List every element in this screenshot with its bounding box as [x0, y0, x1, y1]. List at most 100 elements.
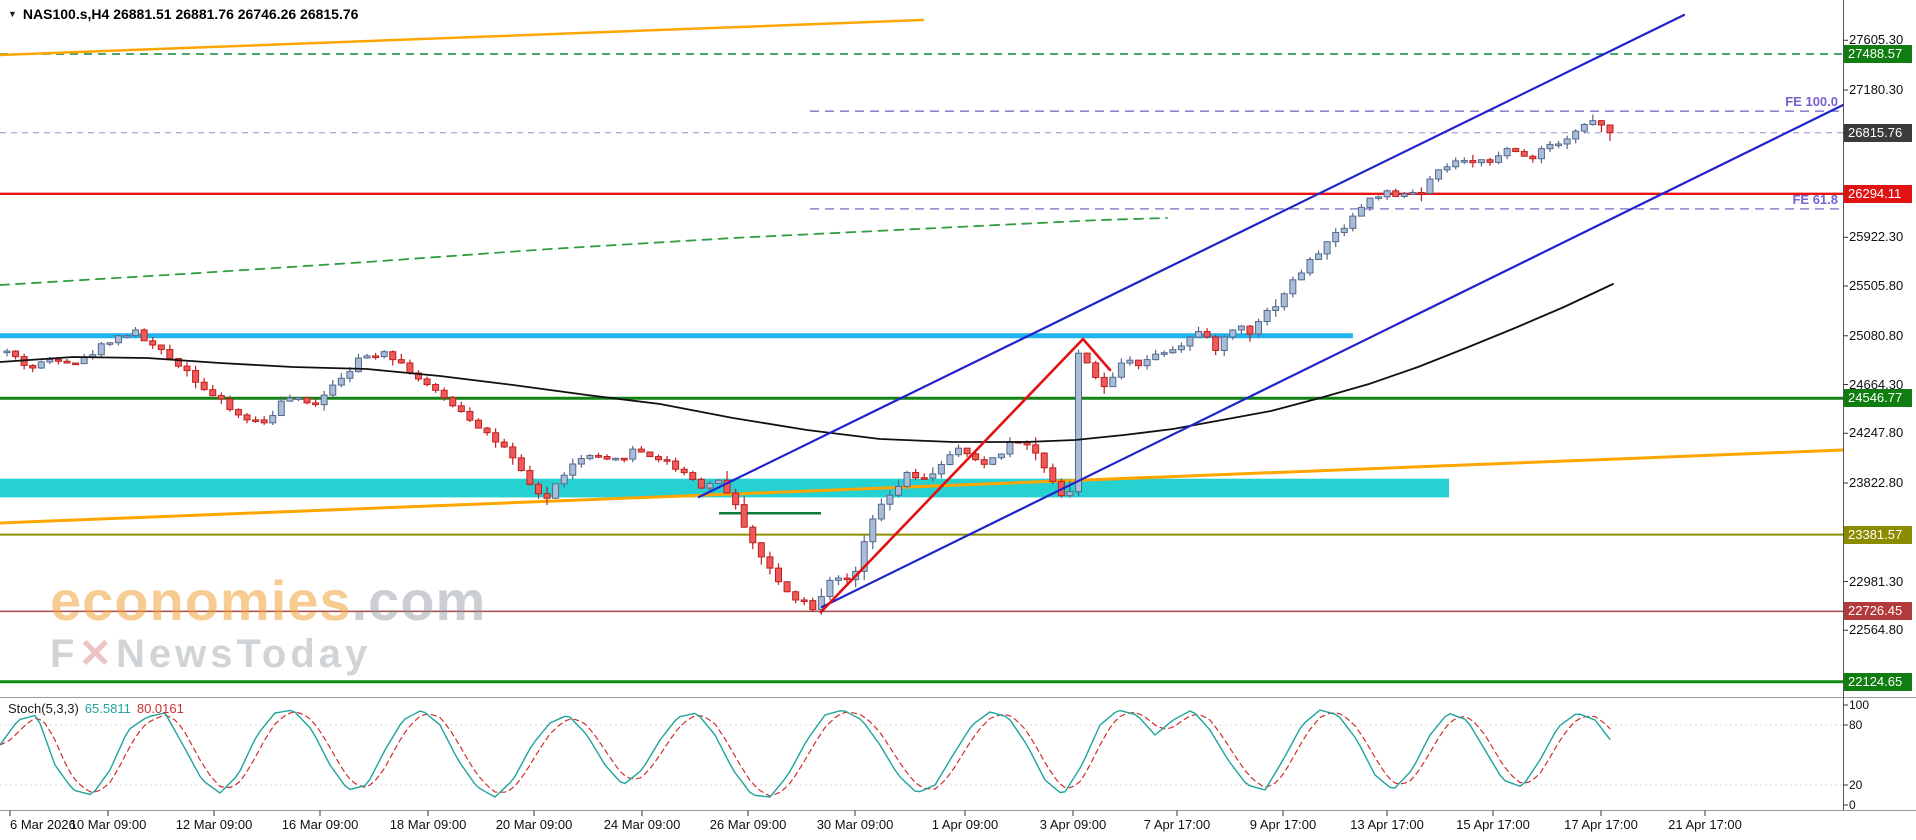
candle-body — [106, 342, 114, 345]
candle-body — [54, 358, 62, 362]
candle-body — [269, 415, 277, 424]
candle-body — [312, 402, 320, 406]
green-dashed-ma — [0, 217, 1168, 286]
candle-body — [457, 405, 465, 412]
candle-body — [783, 581, 791, 593]
candle-body — [1297, 272, 1305, 281]
candle-body — [577, 458, 585, 465]
candle-body — [594, 455, 602, 458]
candle-body — [1160, 352, 1168, 355]
candle-body — [1255, 321, 1263, 335]
candle-body — [766, 556, 774, 569]
candle-body — [260, 419, 268, 424]
candle-body — [1169, 349, 1177, 354]
candle-body — [1546, 143, 1554, 150]
candle-body — [877, 503, 885, 520]
candle-body — [1203, 331, 1211, 338]
candle-body — [920, 477, 928, 480]
candle-body — [1392, 190, 1400, 197]
candle-body — [1066, 491, 1074, 497]
candle-body — [586, 455, 594, 460]
candle-body — [3, 350, 11, 354]
candle-body — [1589, 120, 1597, 126]
candle-body — [989, 457, 997, 465]
candle-body — [492, 432, 500, 443]
blue-channel-lower — [820, 103, 1843, 609]
candle-body — [569, 463, 577, 476]
candle-body — [1409, 191, 1417, 195]
candle-body — [1323, 241, 1331, 255]
candle-body — [192, 370, 200, 383]
stoch-k-value: 65.5811 — [84, 701, 131, 716]
candle-body — [1212, 336, 1220, 351]
price-axis-label: 25922.30 — [1849, 229, 1904, 245]
candle-body — [320, 394, 328, 406]
candle-body — [1529, 155, 1537, 160]
candle-body — [389, 351, 397, 361]
candle-body — [723, 479, 731, 494]
candle-body — [12, 350, 20, 358]
chart-frame-layer — [0, 0, 1916, 816]
candle-body — [1366, 197, 1374, 208]
time-axis-label: 10 Mar 09:00 — [69, 817, 147, 832]
candle-body — [1486, 159, 1494, 163]
candle-body — [1083, 352, 1091, 364]
fib-expansion-618-label: FE 61.8 — [1792, 191, 1838, 207]
candle-body — [800, 599, 808, 603]
candle-body — [1126, 359, 1134, 364]
candle-body — [1220, 336, 1228, 351]
candle-body — [1503, 148, 1511, 157]
watermark-fx-x: ✕ — [78, 631, 116, 676]
time-axis-label: 24 Mar 09:00 — [603, 817, 681, 832]
price-axis-label: 23822.80 — [1849, 475, 1904, 491]
candle-body — [97, 343, 105, 356]
candle-body — [1109, 376, 1117, 388]
candle-body — [817, 596, 825, 611]
candle-body — [166, 349, 174, 359]
candle-body — [672, 460, 680, 470]
candle-body — [509, 446, 517, 459]
candle-body — [689, 472, 697, 480]
stoch-scale-label: 100 — [1849, 698, 1870, 712]
candle-body — [286, 397, 294, 402]
stoch-main-line — [0, 709, 1611, 798]
candle-body — [612, 457, 620, 461]
time-axis-label: 26 Mar 09:00 — [709, 817, 787, 832]
candle-body — [1006, 440, 1014, 455]
candle-body — [1340, 227, 1348, 234]
candle-body — [1443, 166, 1451, 171]
candle-body — [997, 453, 1005, 459]
symbol-dropdown-icon[interactable]: ▼ — [8, 9, 17, 19]
stoch-d-value: 80.0161 — [136, 701, 184, 716]
time-axis-label: 13 Apr 17:00 — [1350, 817, 1424, 832]
candle-body — [706, 483, 714, 489]
price-axis-label: 22564.80 — [1849, 622, 1904, 638]
candle-body — [637, 448, 645, 453]
candle-body — [809, 600, 817, 611]
candle-body — [1280, 293, 1288, 308]
candle-body — [466, 410, 474, 421]
candle-body — [1272, 306, 1280, 311]
stoch-scale-label: 20 — [1849, 778, 1863, 792]
time-axis-label: 20 Mar 09:00 — [495, 817, 573, 832]
candle-body — [732, 492, 740, 506]
candle-body — [929, 473, 937, 479]
candle-body — [29, 364, 37, 369]
candle-body — [1186, 336, 1194, 347]
candle-body — [1306, 259, 1314, 274]
candle-body — [1032, 444, 1040, 454]
candle-body — [937, 463, 945, 475]
candle-body — [1049, 467, 1057, 482]
candle-body — [843, 577, 851, 581]
candle-body — [869, 518, 877, 543]
candle-body — [886, 494, 894, 505]
candle-body — [1580, 124, 1588, 132]
price-axis-label: 24247.80 — [1849, 425, 1904, 441]
candle-body — [354, 357, 362, 373]
time-axis-label: 17 Apr 17:00 — [1564, 817, 1638, 832]
price-badge: 26294.11 — [1844, 184, 1912, 203]
candle-body — [740, 504, 748, 528]
candle-body — [1229, 329, 1237, 338]
candle-body — [397, 359, 405, 364]
